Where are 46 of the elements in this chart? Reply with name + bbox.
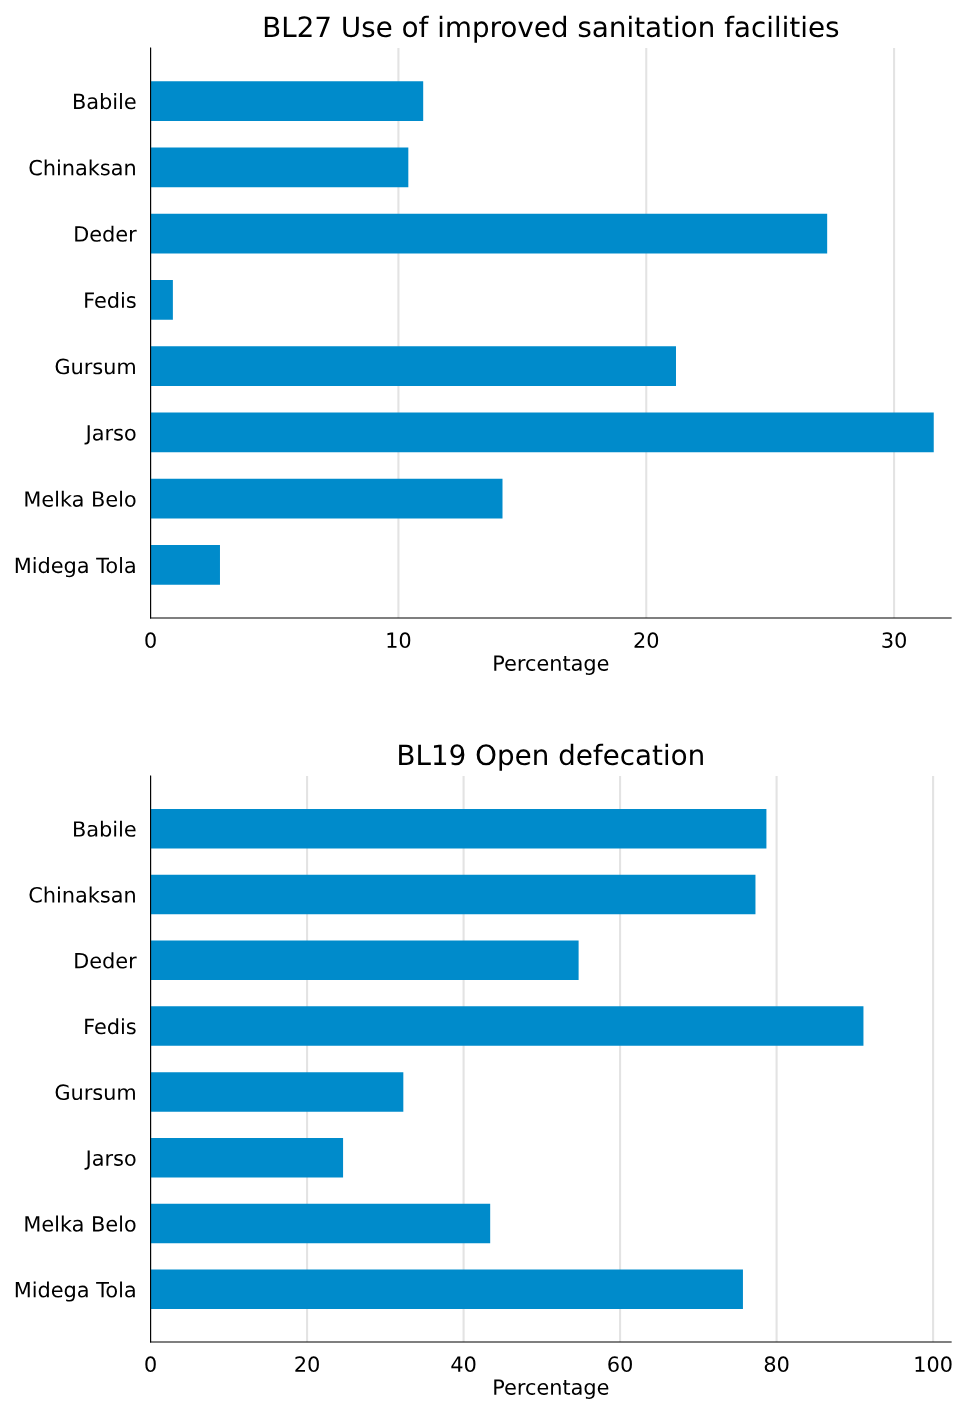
y-tick-label: Midega Tola xyxy=(15,557,135,578)
x-axis-title: Percentage xyxy=(494,1379,609,1399)
chart-title: BL19 Open defecation xyxy=(399,743,703,771)
bar xyxy=(150,545,220,585)
bar xyxy=(150,346,676,387)
bar xyxy=(150,213,828,254)
y-tick-label: Gursum xyxy=(55,1084,135,1101)
x-tick-label: 100 xyxy=(915,1356,952,1373)
y-tick-label: Gursum xyxy=(55,358,135,375)
bar xyxy=(150,412,934,453)
x-tick-label: 20 xyxy=(295,1356,319,1373)
bar xyxy=(150,1269,743,1310)
x-tick-label: 0 xyxy=(145,632,156,649)
bar xyxy=(150,147,409,188)
x-tick-label: 0 xyxy=(145,1356,156,1373)
bar xyxy=(150,81,424,121)
y-tick-label: Babile xyxy=(74,820,136,837)
bar xyxy=(150,478,503,519)
bar xyxy=(150,1006,864,1046)
y-tick-label: Midega Tola xyxy=(15,1281,135,1302)
bar xyxy=(150,1203,491,1244)
bar xyxy=(150,279,173,320)
bar xyxy=(150,940,579,981)
y-tick-label: Jarso xyxy=(84,1150,136,1170)
y-tick-label: Deder xyxy=(75,952,137,969)
bar xyxy=(150,1072,404,1112)
x-tick-label: 10 xyxy=(387,632,411,649)
x-tick-label: 60 xyxy=(608,1356,632,1373)
bar xyxy=(150,808,767,849)
x-tick-label: 20 xyxy=(634,632,659,649)
y-tick-label: Jarso xyxy=(84,425,136,445)
x-axis-title: Percentage xyxy=(494,655,609,675)
chart-title: BL27 Use of improved sanitation facilities xyxy=(264,15,839,43)
y-tick-label: Chinaksan xyxy=(29,886,135,903)
y-tick-label: Melka Belo xyxy=(25,1215,136,1232)
bar xyxy=(150,874,756,915)
bar xyxy=(150,1137,344,1178)
y-tick-label: Chinaksan xyxy=(29,159,135,176)
y-tick-label: Melka Belo xyxy=(25,490,136,507)
x-tick-label: 40 xyxy=(451,1356,476,1373)
y-tick-label: Fedis xyxy=(85,291,136,309)
y-tick-label: Babile xyxy=(74,93,136,110)
x-tick-label: 30 xyxy=(882,632,906,649)
x-tick-label: 80 xyxy=(764,1356,789,1373)
y-tick-label: Deder xyxy=(75,225,137,242)
y-tick-label: Fedis xyxy=(85,1018,136,1035)
